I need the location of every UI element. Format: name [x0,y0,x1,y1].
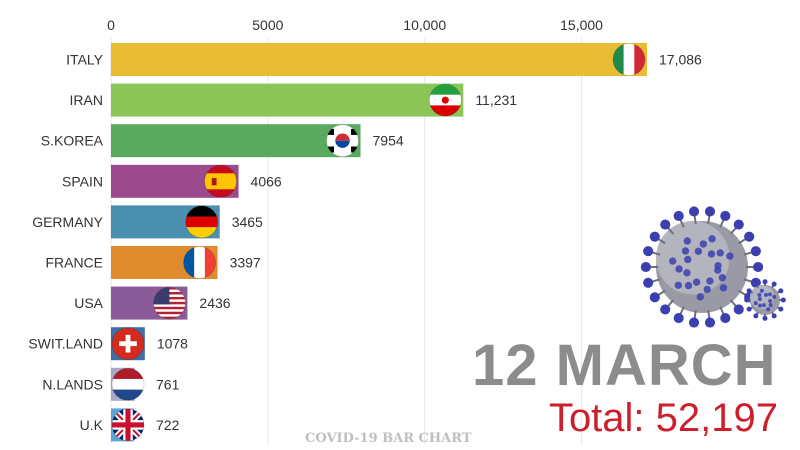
france-flag-icon [183,246,217,279]
value-label: 17,086 [659,52,702,68]
bar-iran [111,83,464,117]
value-label: 3465 [232,214,263,230]
date-label: 12 MARCH [472,333,777,398]
category-label: ITALY [66,52,103,68]
usa-flag-icon [152,286,186,320]
x-tick-label: 10,000 [403,17,446,33]
category-label: N.LANDS [42,376,103,392]
value-label: 761 [156,376,180,392]
uk-flag-icon [111,408,145,442]
iran-flag-icon [428,83,462,117]
category-label: S.KOREA [41,133,104,149]
switzerland-flag-icon [111,327,145,361]
value-labels: 17,086 11,231 7954 4066 3465 3397 2436 1078 761 7… [156,52,702,433]
bar-skorea [111,124,361,158]
germany-flag-icon [185,205,219,239]
category-label: SWIT.LAND [28,336,103,352]
x-tick-label: 0 [107,17,115,33]
value-label: 1078 [157,336,188,352]
value-label: 11,231 [475,92,517,108]
coronavirus-icon [640,205,790,340]
value-label: 4066 [251,173,282,189]
chart-caption: COVID-19 BAR CHART [305,431,472,446]
value-label: 7954 [373,133,404,149]
bar-italy [111,43,647,76]
category-labels: ITALY IRAN S.KOREA SPAIN GERMANY FRANCE USA SWI… [28,52,103,433]
value-label: 722 [156,417,180,433]
x-tick-label: 15,000 [560,17,603,33]
category-label: FRANCE [45,255,103,271]
x-axis-ticks: 0 5000 10,000 15,000 [107,17,603,33]
value-label: 2436 [199,295,230,311]
value-label: 3397 [230,255,261,271]
category-label: SPAIN [62,173,103,189]
netherlands-flag-icon [111,367,145,401]
spain-flag-icon [204,164,238,198]
italy-flag-icon [612,43,646,76]
bars [111,43,647,442]
category-label: USA [74,295,103,311]
category-label: GERMANY [32,214,103,230]
south-korea-flag-icon [326,124,360,158]
total-label: Total: 52,197 [548,396,778,440]
flags [111,43,646,442]
category-label: U.K [80,417,104,433]
category-label: IRAN [70,92,103,108]
x-tick-label: 5000 [252,17,283,33]
